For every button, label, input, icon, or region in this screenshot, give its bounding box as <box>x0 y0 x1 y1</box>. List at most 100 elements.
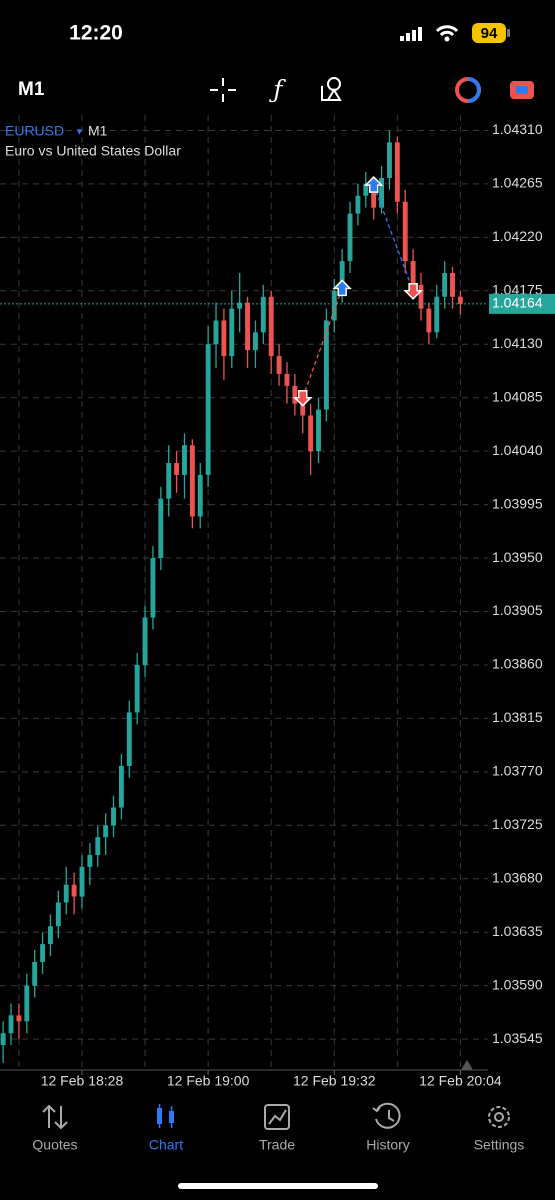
y-tick-label: 1.03680 <box>492 869 543 885</box>
y-tick-label: 1.03950 <box>492 549 543 565</box>
x-tick-label: 12 Feb 20:04 <box>419 1073 502 1089</box>
trade-marker <box>363 176 384 193</box>
home-indicator <box>178 1183 378 1189</box>
candle-body <box>95 837 101 856</box>
x-tick-label: 12 Feb 18:28 <box>41 1073 124 1089</box>
candle-body <box>205 344 211 475</box>
chart-timeframe: M1 <box>88 123 108 139</box>
nav-label[interactable]: History <box>366 1137 410 1153</box>
y-tick-label: 1.04040 <box>492 442 543 458</box>
candle-body <box>426 308 432 333</box>
candle-body <box>150 558 156 618</box>
settings-icon[interactable] <box>488 1106 510 1128</box>
candle-body <box>276 356 282 374</box>
candle-body <box>434 296 440 333</box>
trade-button[interactable] <box>510 81 534 99</box>
candle-body <box>339 261 345 291</box>
candle-body <box>134 664 140 713</box>
y-tick-label: 1.03860 <box>492 656 543 672</box>
candle-body <box>48 926 53 945</box>
candle-body <box>24 985 30 1022</box>
candle-body <box>126 712 132 766</box>
timeframe-button[interactable]: M1 <box>18 79 45 100</box>
y-tick-label: 1.04175 <box>492 281 543 297</box>
battery-tip <box>507 29 510 37</box>
candle-body <box>394 142 400 202</box>
nav-labels: Quotes Chart Trade History Settings <box>32 1137 524 1153</box>
candle-body <box>174 463 180 475</box>
nav-label[interactable]: Chart <box>149 1137 183 1153</box>
candle-body <box>308 415 314 452</box>
candle-body <box>229 308 235 357</box>
candle-body <box>379 177 385 208</box>
y-tick-label: 1.03725 <box>492 816 543 832</box>
nav-label[interactable]: Quotes <box>32 1137 77 1153</box>
quotes-icon[interactable] <box>42 1104 68 1130</box>
price-label-bg <box>489 293 555 314</box>
candle-body <box>55 902 61 927</box>
candle-body <box>268 296 274 357</box>
signal-icon <box>400 27 422 41</box>
candle-body <box>142 617 148 665</box>
y-tick-label: 1.04220 <box>492 228 543 244</box>
candle-body <box>166 463 172 499</box>
candle-body <box>245 302 250 351</box>
indicators-tool[interactable]: ƒ <box>269 76 287 104</box>
history-icon[interactable] <box>372 1102 401 1129</box>
candle-body <box>111 807 116 826</box>
candle-body <box>387 142 392 178</box>
wifi-dot <box>444 36 450 42</box>
candle-body <box>316 409 321 452</box>
candle-body <box>237 302 243 309</box>
wifi-icon <box>435 25 459 37</box>
candle-body <box>79 866 85 897</box>
y-tick-label: 1.04265 <box>492 175 543 191</box>
crosshair-tool[interactable] <box>210 78 236 102</box>
candle-body <box>16 1015 22 1022</box>
deal-line <box>302 288 343 398</box>
symbol-description: Euro vs United States Dollar <box>5 143 181 159</box>
objects-tool[interactable] <box>321 77 342 101</box>
candle-body <box>63 884 69 903</box>
candle-body <box>118 765 124 808</box>
nav-bar <box>0 1095 555 1200</box>
candle-body <box>347 213 353 262</box>
trade-icon[interactable] <box>264 1104 290 1130</box>
y-tick-label: 1.03770 <box>492 763 543 779</box>
symbol-dropdown[interactable]: ▼ <box>75 126 84 136</box>
deal-line <box>373 184 414 292</box>
x-tick-label: 12 Feb 19:32 <box>293 1073 376 1089</box>
candle-body <box>371 183 377 208</box>
scroll-indicator <box>461 1060 473 1070</box>
candle-body <box>457 296 463 304</box>
candle-body <box>323 320 329 410</box>
candle-body <box>197 474 203 517</box>
y-tick-label: 1.03995 <box>492 495 543 511</box>
nav-label[interactable]: Settings <box>474 1137 525 1153</box>
battery <box>472 23 506 43</box>
chart-icon[interactable] <box>157 1104 174 1128</box>
candle-body <box>0 1033 6 1046</box>
trade-marker <box>403 283 423 300</box>
candle-body <box>103 825 109 838</box>
candle-body <box>71 884 77 897</box>
candle-body <box>40 944 46 962</box>
battery-level: 94 <box>481 25 498 42</box>
x-tick-label: 12 Feb 19:00 <box>167 1073 250 1089</box>
y-tick-label: 1.03815 <box>492 709 543 725</box>
trade-marker <box>332 279 352 297</box>
candle-body <box>189 445 195 517</box>
y-tick-label: 1.03905 <box>492 602 543 618</box>
one-click-trading[interactable] <box>455 77 481 103</box>
y-tick-label: 1.04310 <box>492 121 543 137</box>
candle-body <box>363 183 369 196</box>
price-label: 1.04164 <box>492 295 543 311</box>
symbol[interactable]: EURUSD <box>5 123 64 139</box>
y-tick-label: 1.04130 <box>492 335 543 351</box>
candle-body <box>442 272 448 297</box>
nav-label[interactable]: Trade <box>259 1137 295 1153</box>
y-tick-label: 1.03590 <box>492 976 543 992</box>
